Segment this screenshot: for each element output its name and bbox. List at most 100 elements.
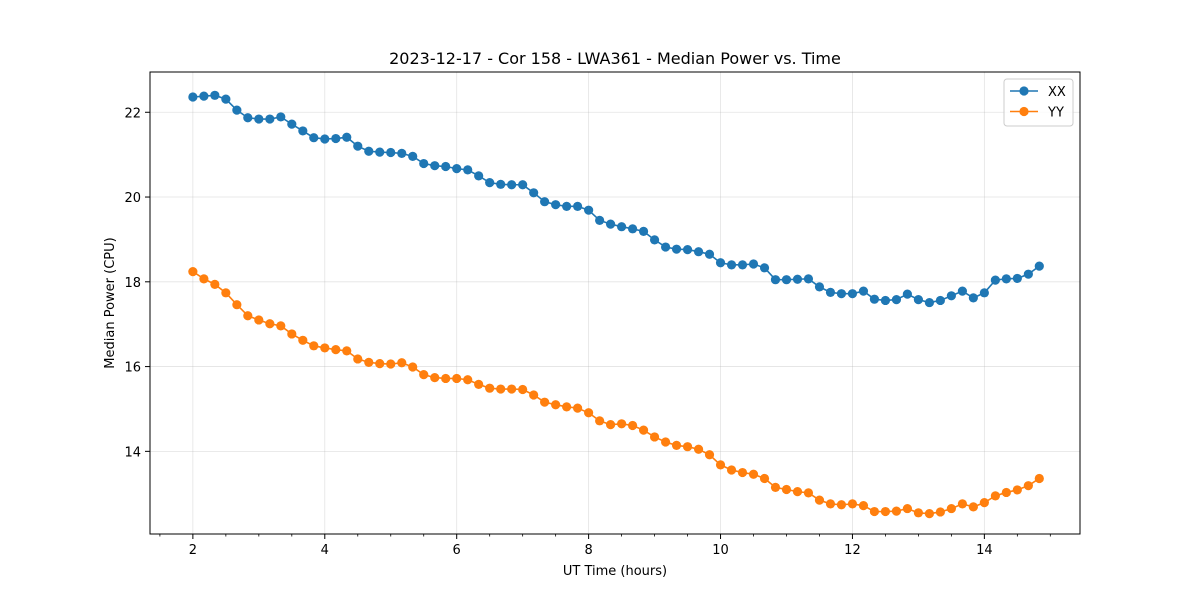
data-point [199,274,209,284]
data-point [660,437,671,447]
data-point [430,161,440,171]
data-point [254,315,264,325]
data-point [880,506,891,517]
data-point [562,402,572,412]
data-point [605,219,616,229]
data-point [935,295,945,306]
series-layer [188,90,1044,519]
x-tick-label: 6 [453,543,461,558]
data-point [573,201,583,211]
data-point [221,288,231,298]
x-tick-label: 12 [844,543,861,558]
y-tick-label: 18 [124,276,141,291]
legend-marker [1019,86,1029,96]
data-point [331,133,341,144]
data-point [188,267,198,277]
data-point [375,147,385,157]
data-point [562,201,572,211]
data-point [342,346,352,356]
legend: XX YY [1003,78,1074,127]
data-point [847,499,858,509]
data-point [529,390,539,400]
data-point [869,294,880,304]
data-point [770,482,781,492]
data-point [638,425,649,435]
data-point [946,503,956,514]
data-point [617,419,627,429]
data-point [902,503,912,514]
data-point [968,293,978,303]
data-point [737,467,748,478]
data-point [638,226,649,236]
data-point [649,235,660,245]
data-point [902,289,912,299]
data-point [946,291,956,301]
data-point [276,321,286,331]
data-point [715,258,726,268]
data-point [397,358,407,368]
data-point [715,460,726,470]
data-point [353,141,363,151]
data-point [298,335,308,345]
data-point [419,158,429,169]
data-point [474,379,484,389]
data-point [825,499,836,509]
data-point [276,112,286,122]
data-point [243,311,253,321]
data-point [649,432,660,442]
y-tick-label: 22 [124,106,141,121]
data-point [375,359,385,369]
data-point [979,288,989,298]
data-point [309,133,319,143]
data-point [858,286,869,296]
data-point [990,275,1000,285]
data-point [770,275,781,285]
legend-label: YY [1047,106,1064,121]
data-point [199,91,209,101]
data-point [221,94,231,104]
data-point [474,171,484,181]
data-point [814,282,825,292]
x-tick-label: 2 [189,543,197,558]
data-point [693,444,704,454]
data-point [605,420,616,430]
data-point [814,495,825,505]
data-point [298,126,308,136]
data-point [924,509,935,519]
data-point [913,295,924,305]
data-point [364,146,374,156]
grid [150,72,1080,534]
data-point [913,508,924,518]
data-point [265,319,275,329]
data-point [452,164,462,174]
data-point [628,224,638,234]
data-point [1012,273,1022,284]
data-point [748,259,759,269]
data-point [320,134,330,144]
data-point [463,375,473,385]
data-point [408,151,418,161]
data-point [891,506,902,516]
data-point [726,465,737,475]
data-point [452,373,462,384]
data-point [990,491,1000,501]
data-point [518,384,528,395]
data-point [1023,481,1033,491]
data-point [803,274,814,284]
data-point [386,359,396,369]
data-point [682,244,693,255]
data-point [232,300,242,310]
data-point [748,469,759,479]
data-point [320,343,330,353]
y-axis-label: Median Power (CPU) [103,237,118,368]
data-point [485,383,495,393]
data-point [496,179,506,189]
data-point [617,222,627,232]
data-point [803,488,814,498]
data-point [243,113,253,123]
data-point [759,473,770,484]
x-tick-label: 4 [321,543,329,558]
data-point [781,275,792,285]
data-point [463,165,473,175]
data-point [518,180,528,190]
